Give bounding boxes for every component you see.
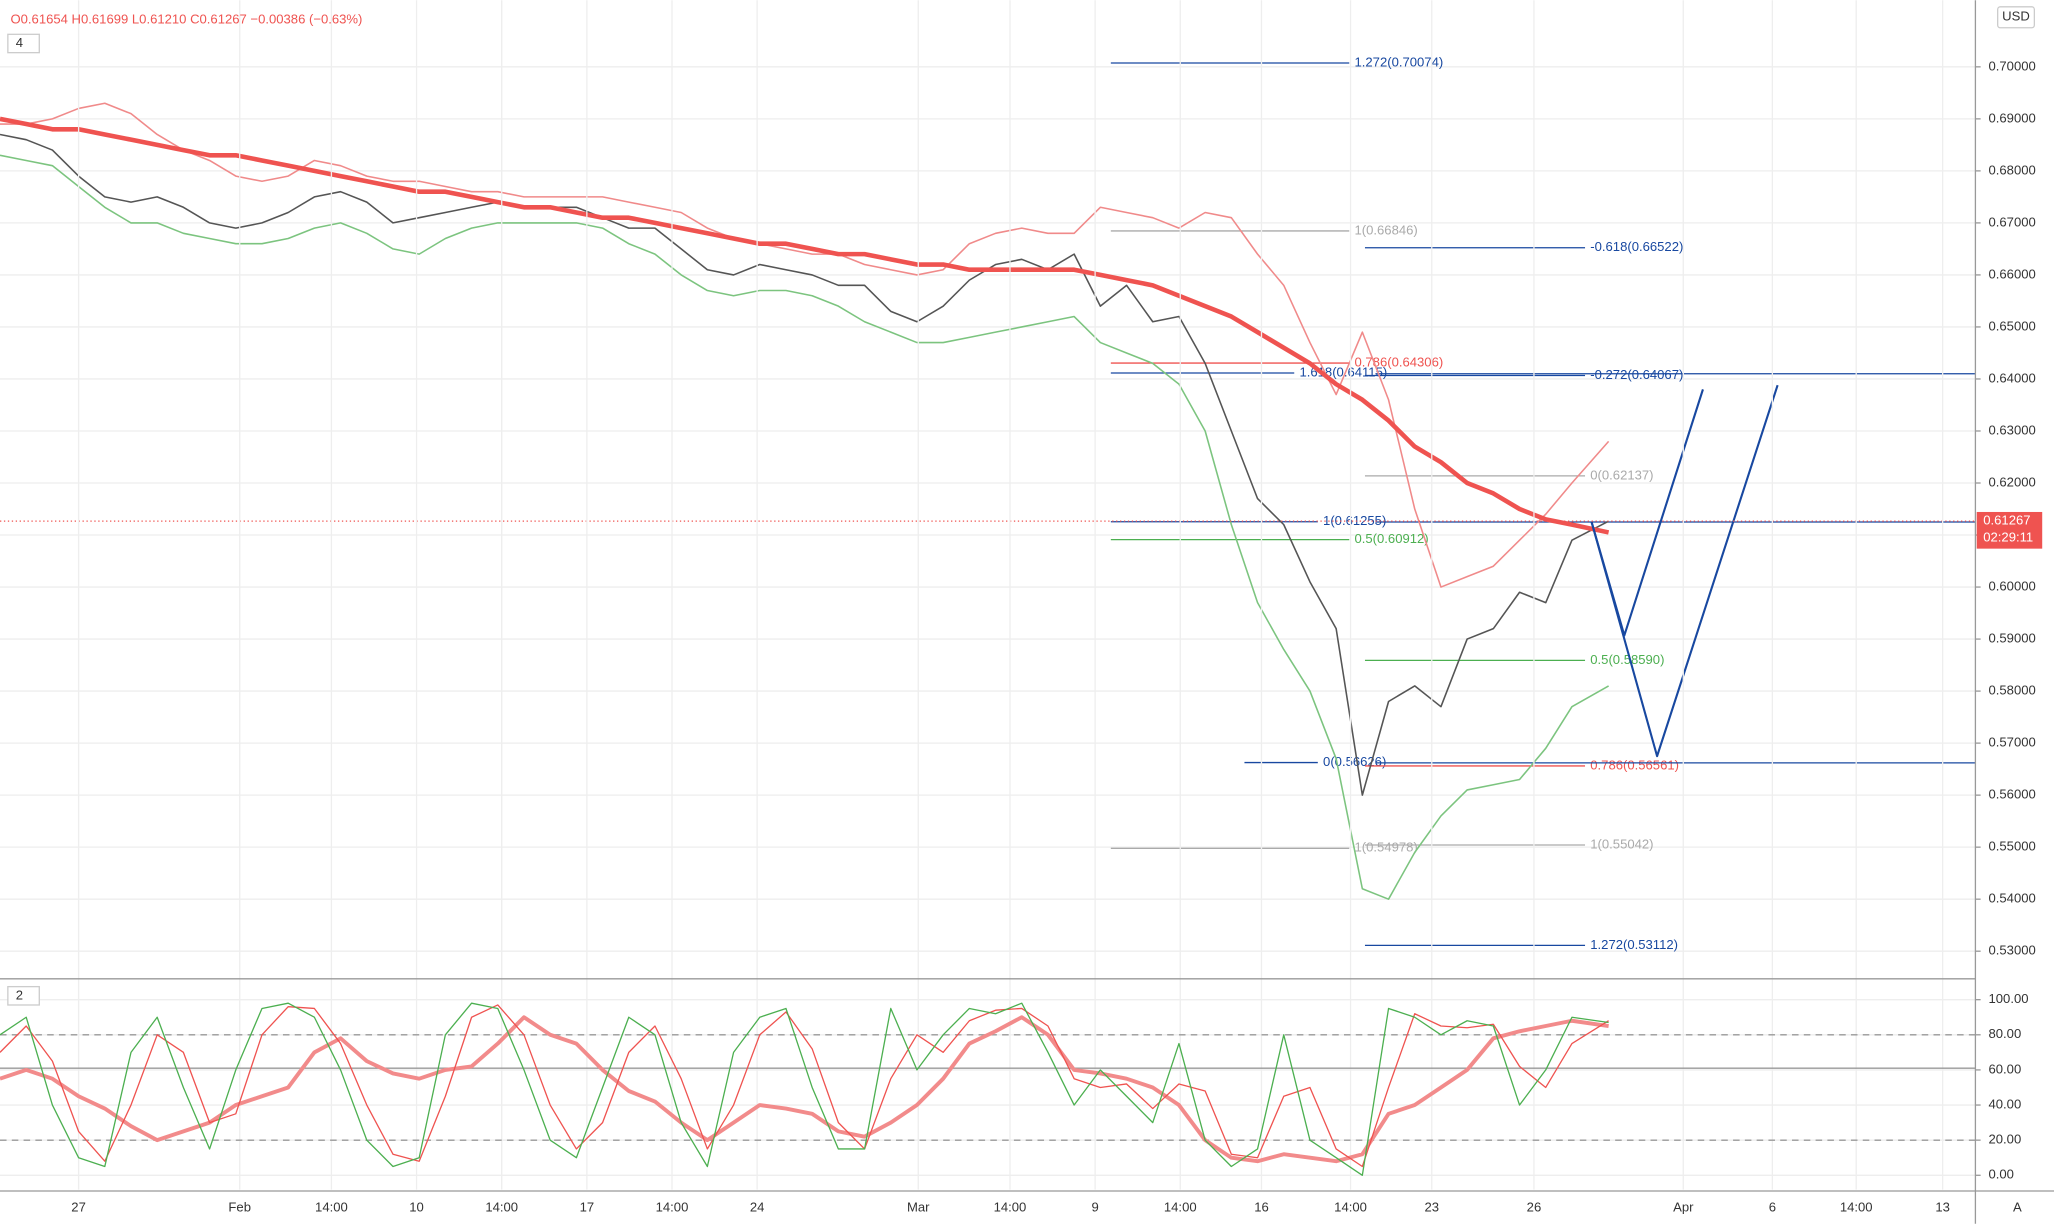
y-tick-label: 0.68000 bbox=[1989, 162, 2036, 177]
fib-label: 1(0.55042) bbox=[1590, 836, 1653, 851]
x-tick-label: 16 bbox=[1254, 1199, 1269, 1214]
y-tick-label: 0.69000 bbox=[1989, 110, 2036, 125]
last-price-label: 0.61267 bbox=[1983, 513, 2030, 528]
fib-label: 1(0.66846) bbox=[1354, 222, 1417, 237]
y-tick-label: 100.00 bbox=[1989, 991, 2029, 1006]
indicator-toggle[interactable] bbox=[7, 985, 40, 1006]
fib-label: 0.5(0.58590) bbox=[1590, 652, 1664, 667]
indicator-count[interactable]: 4 bbox=[16, 35, 23, 50]
series-line bbox=[0, 133, 1609, 796]
series-line bbox=[0, 1015, 1609, 1164]
fib-label: -0.272(0.64067) bbox=[1590, 367, 1683, 382]
fib-label: 0(0.62137) bbox=[1590, 467, 1653, 482]
fib-label: 0(0.56626) bbox=[1323, 754, 1386, 769]
x-tick-label: 14:00 bbox=[485, 1199, 518, 1214]
y-tick-label: 0.67000 bbox=[1989, 214, 2036, 229]
currency[interactable]: USD bbox=[2002, 9, 2030, 24]
auto-scale-button[interactable]: A bbox=[2013, 1199, 2022, 1214]
currency-button[interactable] bbox=[1997, 6, 2036, 29]
x-tick-label: Feb bbox=[228, 1199, 251, 1214]
x-tick-label: 23 bbox=[1425, 1199, 1440, 1214]
projection-path bbox=[1590, 384, 1779, 758]
y-tick-label: 60.00 bbox=[1989, 1061, 2022, 1076]
series-line bbox=[0, 1002, 1609, 1176]
x-tick-label: 6 bbox=[1769, 1199, 1776, 1214]
x-tick-label: 14:00 bbox=[1840, 1199, 1873, 1214]
fib-label: 0.5(0.60912) bbox=[1354, 531, 1428, 546]
y-tick-label: 0.65000 bbox=[1989, 318, 2036, 333]
y-tick-label: 0.70000 bbox=[1989, 58, 2036, 73]
countdown: 02:29:11 bbox=[1983, 530, 2033, 545]
x-tick-label: 24 bbox=[750, 1199, 765, 1214]
series-line bbox=[0, 154, 1610, 900]
x-tick-label: 14:00 bbox=[994, 1199, 1027, 1214]
y-tick-label: 0.59000 bbox=[1989, 631, 2036, 646]
indicator-toggle[interactable] bbox=[7, 33, 40, 54]
series-line bbox=[0, 102, 1610, 588]
x-tick-label: 10 bbox=[409, 1199, 424, 1214]
fib-label: 1.272(0.53112) bbox=[1590, 937, 1678, 952]
ohlc-legend: O0.61654 H0.61699 L0.61210 C0.61267 −0.0… bbox=[10, 11, 362, 26]
y-tick-label: 0.54000 bbox=[1989, 891, 2036, 906]
y-tick-label: 0.63000 bbox=[1989, 422, 2036, 437]
x-tick-label: 27 bbox=[71, 1199, 86, 1214]
x-tick-label: 9 bbox=[1091, 1199, 1098, 1214]
x-tick-label: 13 bbox=[1935, 1199, 1950, 1214]
fib-label: 1.272(0.70074) bbox=[1354, 54, 1443, 69]
y-tick-label: 80.00 bbox=[1989, 1026, 2022, 1041]
fib-label: 0.786(0.64306) bbox=[1354, 355, 1443, 370]
x-tick-label: Mar bbox=[907, 1199, 930, 1214]
y-tick-label: 0.53000 bbox=[1989, 943, 2036, 958]
x-tick-label: 14:00 bbox=[315, 1199, 348, 1214]
y-tick-label: 20.00 bbox=[1989, 1132, 2022, 1147]
series-line bbox=[0, 116, 1610, 535]
y-tick-label: 0.57000 bbox=[1989, 735, 2036, 750]
fib-label: -0.618(0.66522) bbox=[1590, 239, 1683, 254]
fib-label: 1(0.61255) bbox=[1323, 513, 1386, 528]
y-tick-label: 0.00 bbox=[1989, 1167, 2014, 1182]
last-price-box bbox=[1976, 511, 2043, 549]
y-tick-label: 0.58000 bbox=[1989, 683, 2036, 698]
x-tick-label: 14:00 bbox=[656, 1199, 689, 1214]
y-tick-label: 0.66000 bbox=[1989, 266, 2036, 281]
y-tick-label: 40.00 bbox=[1989, 1096, 2022, 1111]
x-tick-label: 14:00 bbox=[1164, 1199, 1197, 1214]
fib-label: 0.786(0.56561) bbox=[1590, 757, 1679, 772]
x-tick-label: 17 bbox=[580, 1199, 595, 1214]
series-line bbox=[0, 1004, 1609, 1168]
fib-label: 1(0.54978) bbox=[1354, 840, 1417, 855]
y-tick-label: 0.56000 bbox=[1989, 787, 2036, 802]
x-tick-label: Apr bbox=[1673, 1199, 1694, 1214]
y-tick-label: 0.60000 bbox=[1989, 579, 2036, 594]
x-tick-label: 26 bbox=[1527, 1199, 1542, 1214]
y-tick-label: 0.64000 bbox=[1989, 370, 2036, 385]
y-tick-label: 0.62000 bbox=[1989, 474, 2036, 489]
indicator-count[interactable]: 2 bbox=[16, 987, 23, 1002]
x-tick-label: 14:00 bbox=[1334, 1199, 1367, 1214]
y-tick-label: 0.55000 bbox=[1989, 839, 2036, 854]
